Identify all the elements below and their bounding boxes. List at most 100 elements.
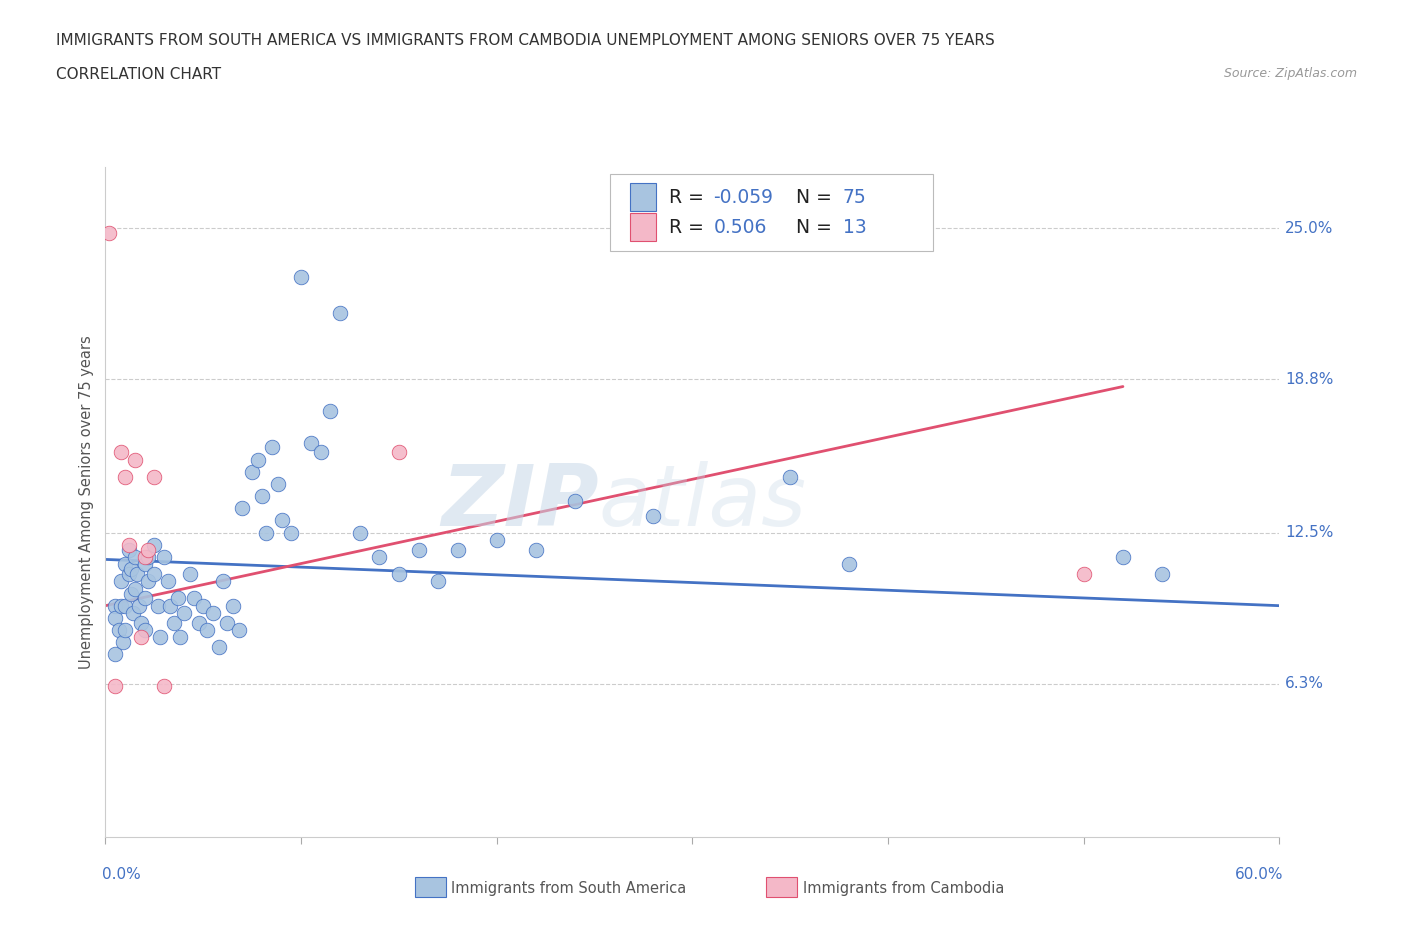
- Point: [228, 622, 250, 637]
- Point: [138, 574, 160, 589]
- Point: [157, 574, 180, 589]
- Point: [138, 550, 160, 565]
- Text: 0.506: 0.506: [714, 219, 766, 237]
- Point: [266, 476, 288, 491]
- Point: [118, 538, 141, 552]
- Point: [120, 562, 142, 577]
- Point: [250, 488, 273, 503]
- Text: Immigrants from South America: Immigrants from South America: [451, 881, 686, 896]
- Point: [112, 635, 135, 650]
- Point: [221, 598, 243, 613]
- Point: [104, 647, 127, 662]
- Text: IMMIGRANTS FROM SOUTH AMERICA VS IMMIGRANTS FROM CAMBODIA UNEMPLOYMENT AMONG SEN: IMMIGRANTS FROM SOUTH AMERICA VS IMMIGRA…: [56, 33, 995, 47]
- Point: [280, 525, 302, 540]
- Point: [169, 630, 191, 644]
- Point: [124, 581, 146, 596]
- Point: [108, 622, 131, 637]
- Point: [524, 542, 547, 557]
- Point: [104, 679, 127, 694]
- Point: [240, 464, 263, 479]
- FancyBboxPatch shape: [610, 174, 934, 251]
- Point: [368, 550, 391, 565]
- Point: [299, 435, 322, 450]
- Point: [408, 542, 430, 557]
- Point: [104, 610, 127, 625]
- Point: [110, 574, 132, 589]
- Point: [114, 598, 136, 613]
- Point: [114, 622, 136, 637]
- Point: [231, 501, 253, 516]
- Text: 6.3%: 6.3%: [1285, 676, 1324, 691]
- Point: [148, 598, 170, 613]
- Text: -0.059: -0.059: [714, 188, 773, 207]
- Point: [254, 525, 277, 540]
- Text: atlas: atlas: [599, 460, 807, 544]
- Point: [208, 640, 231, 655]
- Point: [485, 533, 508, 548]
- Point: [134, 591, 156, 605]
- Point: [110, 445, 132, 459]
- Point: [124, 452, 146, 467]
- Point: [195, 622, 218, 637]
- Point: [779, 470, 801, 485]
- Point: [329, 306, 352, 321]
- Point: [309, 445, 332, 459]
- Y-axis label: Unemployment Among Seniors over 75 years: Unemployment Among Seniors over 75 years: [79, 336, 94, 669]
- Point: [179, 566, 201, 581]
- Point: [143, 538, 166, 552]
- Point: [129, 630, 152, 644]
- Point: [128, 598, 150, 613]
- Point: [1112, 550, 1135, 565]
- Point: [188, 616, 211, 631]
- Text: 25.0%: 25.0%: [1285, 220, 1334, 236]
- Text: R =: R =: [669, 188, 710, 207]
- Text: ZIP: ZIP: [441, 460, 599, 544]
- Point: [114, 557, 136, 572]
- Point: [211, 574, 233, 589]
- Point: [149, 630, 172, 644]
- Point: [114, 470, 136, 485]
- Point: [838, 557, 860, 572]
- Point: [120, 586, 142, 601]
- Point: [163, 616, 186, 631]
- Point: [427, 574, 450, 589]
- Point: [349, 525, 371, 540]
- Bar: [630, 183, 657, 211]
- Point: [118, 542, 141, 557]
- Point: [564, 494, 586, 509]
- Text: 60.0%: 60.0%: [1234, 867, 1284, 883]
- Point: [159, 598, 181, 613]
- Point: [110, 598, 132, 613]
- Text: Source: ZipAtlas.com: Source: ZipAtlas.com: [1223, 67, 1357, 80]
- Point: [143, 566, 166, 581]
- Point: [388, 566, 411, 581]
- Point: [319, 404, 342, 418]
- Point: [193, 598, 215, 613]
- Point: [134, 550, 156, 565]
- Point: [134, 622, 156, 637]
- Text: 18.8%: 18.8%: [1285, 372, 1334, 387]
- Text: N =: N =: [796, 219, 838, 237]
- Point: [138, 542, 160, 557]
- Point: [1150, 566, 1173, 581]
- Point: [388, 445, 411, 459]
- Point: [153, 550, 176, 565]
- Text: 12.5%: 12.5%: [1285, 525, 1334, 540]
- Point: [124, 550, 146, 565]
- Point: [166, 591, 188, 605]
- Point: [247, 452, 270, 467]
- Point: [215, 616, 238, 631]
- Text: 0.0%: 0.0%: [101, 867, 141, 883]
- Point: [125, 566, 148, 581]
- Point: [202, 605, 225, 620]
- Point: [134, 557, 156, 572]
- Point: [446, 542, 468, 557]
- Text: R =: R =: [669, 219, 710, 237]
- Point: [118, 566, 141, 581]
- Point: [173, 605, 195, 620]
- Text: Immigrants from Cambodia: Immigrants from Cambodia: [803, 881, 1004, 896]
- Text: CORRELATION CHART: CORRELATION CHART: [56, 67, 221, 82]
- Point: [270, 513, 292, 528]
- Point: [1073, 566, 1095, 581]
- Point: [153, 679, 176, 694]
